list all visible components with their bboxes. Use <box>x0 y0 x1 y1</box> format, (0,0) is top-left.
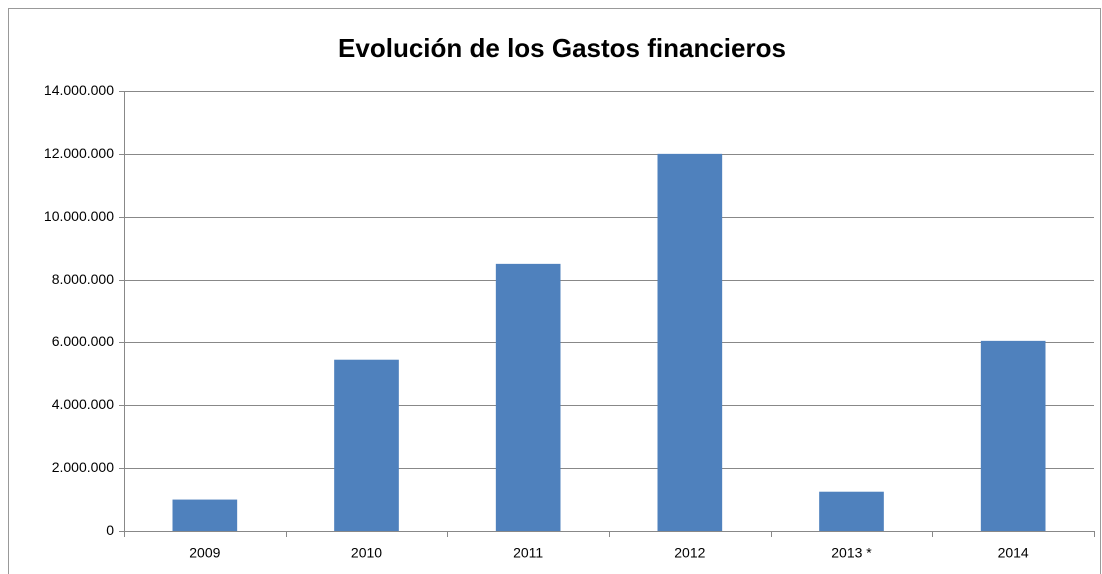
y-tick-label: 8.000.000 <box>52 271 114 287</box>
x-tick-label: 2014 <box>998 545 1029 561</box>
y-tick-label: 0 <box>106 522 114 538</box>
bar <box>334 359 399 531</box>
x-tick-label: 2012 <box>674 545 705 561</box>
bar <box>980 340 1046 531</box>
x-tick-label: 2010 <box>351 545 382 561</box>
x-tick-label: 2009 <box>189 545 220 561</box>
bar <box>495 263 561 531</box>
y-tick-label: 12.000.000 <box>44 145 114 161</box>
x-tick-label: 2011 <box>513 545 543 561</box>
bar <box>657 153 723 531</box>
chart-title: Evolución de los Gastos financieros <box>338 33 786 63</box>
y-tick-label: 4.000.000 <box>52 396 114 412</box>
x-tick-label: 2013 * <box>831 545 872 561</box>
y-tick-label: 14.000.000 <box>44 82 114 98</box>
y-tick-label: 2.000.000 <box>52 459 114 475</box>
bar <box>172 499 238 531</box>
y-tick-label: 6.000.000 <box>52 333 114 349</box>
bar <box>819 491 884 531</box>
y-tick-label: 10.000.000 <box>44 208 114 224</box>
